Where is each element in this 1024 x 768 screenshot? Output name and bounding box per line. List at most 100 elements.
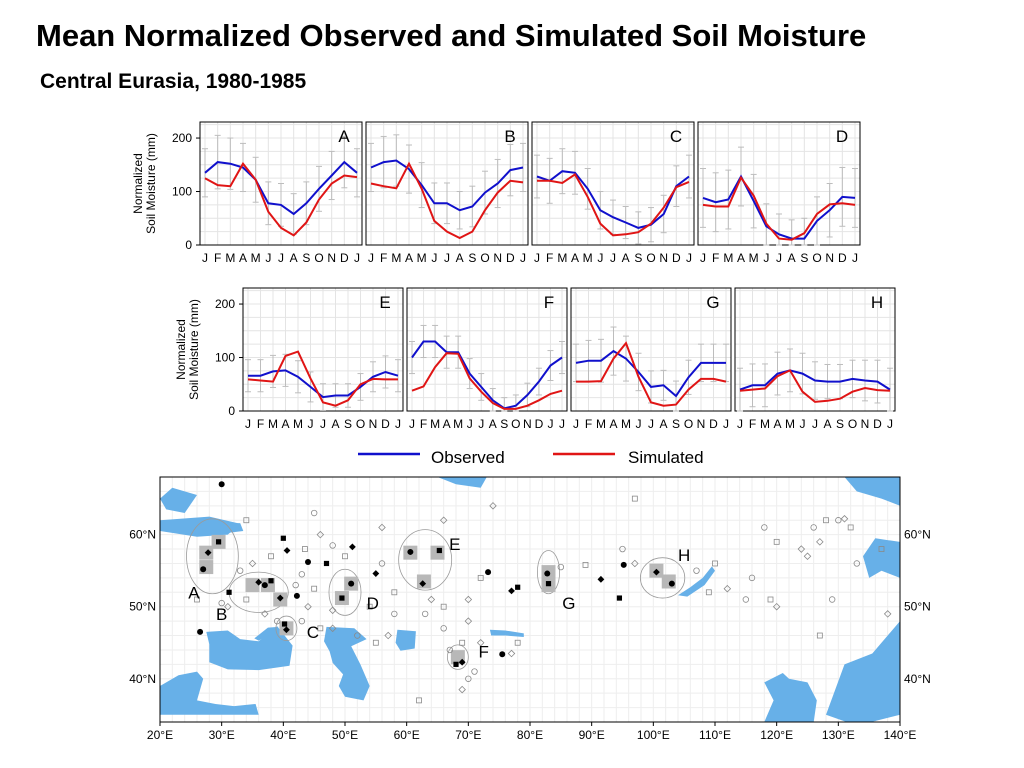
x-tick-label: O	[812, 251, 821, 265]
x-tick-label: S	[800, 251, 808, 265]
x-tick-label: D	[506, 251, 515, 265]
panel-E: EJ F M A M J J A S O N D J	[242, 287, 404, 431]
station-marker	[436, 547, 442, 554]
x-tick-label: A	[405, 251, 413, 265]
panel-G: GJ F M A M J J A S O N D J	[570, 287, 732, 431]
region-label-C: C	[307, 623, 319, 642]
open-station-marker	[328, 624, 337, 633]
station-marker	[653, 568, 660, 576]
station-marker	[407, 548, 414, 555]
region-outline	[275, 615, 298, 641]
x-tick-label: M	[225, 251, 235, 265]
open-station-marker	[459, 639, 466, 646]
x-tick-label: D	[672, 251, 681, 265]
panel-frame	[734, 287, 896, 412]
x-tick-label: M	[430, 417, 440, 431]
x-tick-label: N	[697, 417, 706, 431]
open-station-marker	[835, 517, 842, 524]
x-tick-label: D	[535, 417, 544, 431]
x-tick-label: S	[468, 251, 476, 265]
open-station-marker	[328, 606, 337, 615]
open-station-marker	[440, 603, 447, 610]
x-tick-label: M	[453, 417, 463, 431]
open-station-marker	[489, 502, 497, 510]
x-tick-label: D	[873, 417, 882, 431]
aral-sea	[395, 629, 416, 651]
x-tick-label: J	[852, 251, 858, 265]
open-station-marker	[693, 567, 700, 574]
station-marker	[283, 547, 291, 554]
panel-frame	[406, 287, 568, 412]
chart-subtitle: Central Eurasia, 1980-1985	[40, 70, 307, 93]
station-marker	[268, 578, 274, 584]
y-tick-label: 100	[215, 351, 235, 365]
open-station-marker	[440, 625, 447, 632]
open-station-marker	[471, 668, 478, 675]
x-tick-label: F	[257, 417, 264, 431]
sea-of-azov	[254, 626, 279, 641]
station-marker	[339, 595, 345, 601]
chart-title: Mean Normalized Observed and Simulated S…	[36, 18, 867, 53]
open-station-marker	[378, 523, 386, 532]
open-station-marker	[748, 574, 756, 582]
open-station-marker	[218, 599, 225, 607]
x-tick-label: A	[622, 251, 630, 265]
station-marker	[515, 584, 521, 590]
panel-frame	[570, 287, 732, 412]
open-station-marker	[439, 516, 448, 525]
x-tick-label: D	[709, 417, 718, 431]
open-station-marker	[311, 585, 318, 592]
series-simulated-E	[247, 350, 398, 407]
station-marker	[226, 589, 232, 595]
series-observed-G	[575, 349, 726, 398]
open-station-marker	[224, 602, 232, 611]
region-outline	[639, 557, 686, 599]
lake-balkhash	[489, 629, 524, 637]
lat-tick-label-left: 50°N	[129, 600, 156, 614]
x-tick-label: A	[571, 251, 579, 265]
panel-C: CJ F M A M J J A S O N D J	[531, 121, 695, 265]
station-marker	[372, 570, 380, 577]
x-tick-label: A	[443, 417, 451, 431]
black-sea	[206, 626, 293, 671]
lake-baikal	[678, 566, 715, 597]
lon-tick-label: 20°E	[147, 728, 173, 742]
x-tick-label: O	[848, 417, 857, 431]
station-marker	[281, 621, 288, 627]
x-tick-label: J	[763, 251, 769, 265]
x-tick-label: M	[251, 251, 261, 265]
yellow-sea	[764, 673, 817, 722]
panel-H: HJ F M A M J J A S O N D J	[734, 287, 896, 431]
x-tick-label: J	[776, 251, 782, 265]
x-tick-label: M	[417, 251, 427, 265]
x-tick-label: N	[825, 251, 834, 265]
station-marker	[508, 587, 515, 595]
x-tick-label: S	[836, 417, 844, 431]
open-station-marker	[477, 574, 484, 581]
sea-of-japan	[826, 621, 900, 722]
x-tick-label: J	[723, 417, 729, 431]
x-tick-label: J	[308, 417, 314, 431]
x-tick-label: M	[749, 251, 759, 265]
region-outline	[186, 518, 239, 595]
station-marker	[305, 559, 311, 566]
legend-simulated-label: Simulated	[628, 448, 704, 467]
x-tick-label: J	[812, 417, 818, 431]
x-tick-label: O	[480, 251, 489, 265]
panel-label-F: F	[544, 293, 554, 312]
x-tick-label: N	[369, 417, 378, 431]
x-tick-label: M	[785, 417, 795, 431]
map: AB C D E F G H 20°E 30°E 40°E 50°E 60°E 70°E 80°E 90°E…	[129, 476, 931, 742]
x-tick-label: J	[478, 417, 484, 431]
x-tick-label: M	[391, 251, 401, 265]
open-station-marker	[823, 517, 829, 524]
x-tick-label: M	[268, 417, 278, 431]
x-tick-label: J	[520, 251, 526, 265]
region-outline	[446, 644, 469, 670]
open-station-marker	[816, 632, 823, 639]
x-tick-label: D	[381, 417, 390, 431]
open-station-marker	[304, 602, 312, 611]
panel-label-H: H	[871, 293, 883, 312]
panel-D: DJ F M A M J J A S O N D J	[697, 121, 861, 265]
